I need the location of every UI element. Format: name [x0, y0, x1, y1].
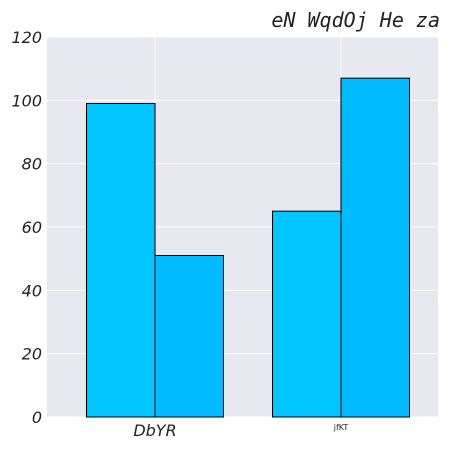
bars [86, 77, 410, 418]
y-tick-label: 60 [22, 218, 42, 237]
x-tick-label-DbYR: DbYR [133, 421, 176, 440]
x-tick-label-jfKT: jfKT [333, 423, 349, 432]
y-tick-label: 0 [32, 408, 42, 427]
bar-jfKT-series-1 [272, 210, 342, 418]
bar-DbYR-series-2 [154, 255, 224, 418]
y-tick-label: 100 [11, 91, 42, 110]
y-tick-label: 120 [11, 28, 42, 47]
y-tick-label: 40 [22, 281, 42, 300]
y-axis-ticks: 0 20 40 60 80 100 120 [11, 28, 42, 427]
y-tick-label: 20 [22, 345, 42, 364]
chart-title: eN WqdOj He za [271, 8, 440, 32]
y-tick-label: 80 [22, 155, 42, 174]
bar-jfKT-series-2 [340, 77, 410, 418]
x-axis-ticks: DbYR jfKT [133, 421, 348, 440]
bar-DbYR-series-1 [86, 103, 156, 418]
